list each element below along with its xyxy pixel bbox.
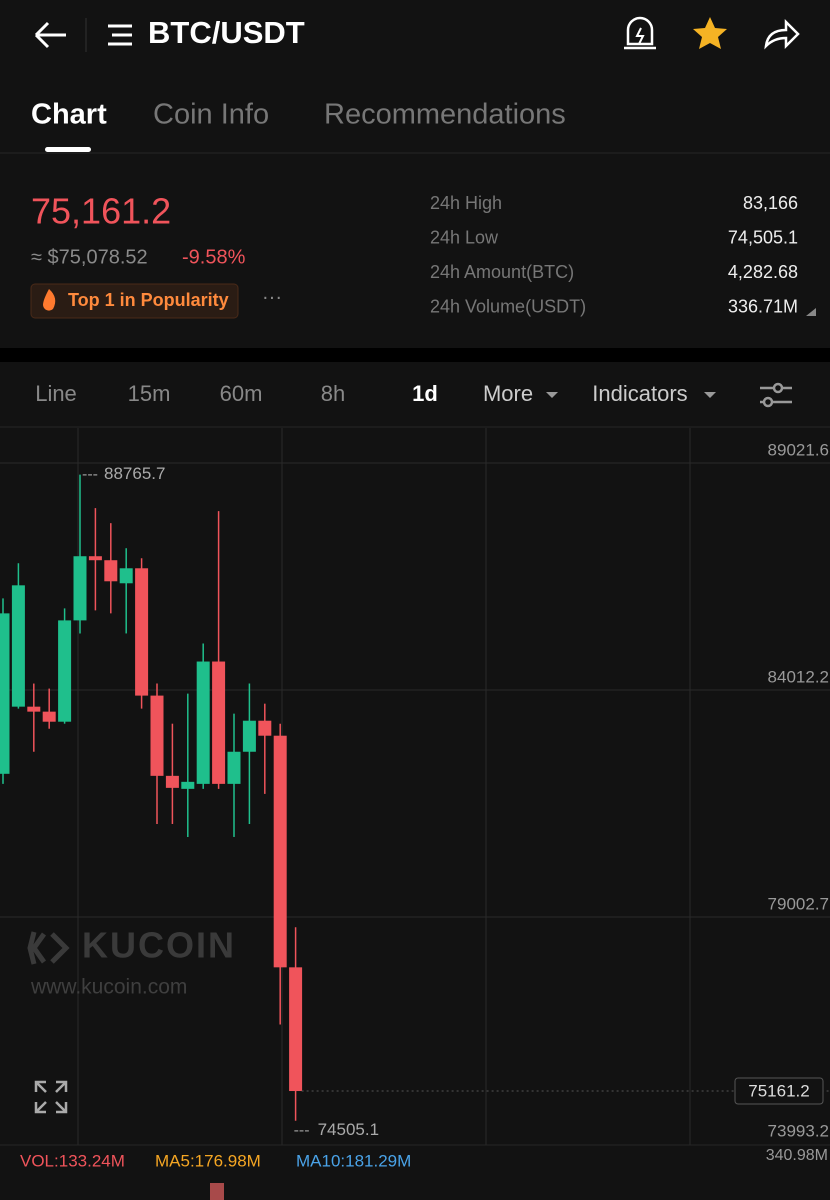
settings-icon[interactable]: [760, 382, 792, 408]
more-dots[interactable]: ···: [262, 286, 282, 308]
timeframe[interactable]: 1d: [412, 381, 438, 406]
tab[interactable]: Recommendations: [324, 99, 566, 131]
timeframe[interactable]: Indicators: [592, 381, 687, 406]
candle-body: [88, 556, 102, 561]
usd-price: ≈ $75,078.52: [31, 246, 148, 268]
candle-body: [165, 775, 179, 788]
candle-body: [289, 967, 303, 1092]
candle-body: [0, 613, 10, 774]
alert-icon[interactable]: [624, 16, 656, 50]
y-tick-label: 79002.7: [768, 894, 829, 913]
badge-text: Top 1 in Popularity: [68, 290, 229, 310]
price-change: -9.58%: [182, 246, 246, 268]
timeframe[interactable]: 60m: [220, 381, 263, 406]
stat-value: 4,282.68: [728, 262, 798, 282]
candle-body: [11, 585, 25, 707]
ma5-label: MA5:176.98M: [155, 1151, 261, 1170]
tab[interactable]: Coin Info: [153, 99, 269, 131]
y-tick-label: 73993.2: [768, 1121, 829, 1140]
last-price-tag: [734, 1077, 824, 1105]
low-annotation-dash: ---: [294, 1122, 310, 1139]
fullscreen-icon[interactable]: [34, 1080, 68, 1114]
candle-body: [73, 556, 87, 621]
candle-body: [227, 751, 241, 784]
stat-value: 74,505.1: [728, 227, 798, 247]
candle-body: [42, 711, 56, 722]
candle-body: [150, 695, 164, 776]
stat-label: 24h Volume(USDT): [430, 296, 586, 316]
tab[interactable]: Chart: [31, 99, 107, 131]
timeframe[interactable]: 8h: [321, 381, 345, 406]
stat-label: 24h Amount(BTC): [430, 262, 574, 282]
y-tick-label: 84012.2: [768, 667, 829, 686]
candle-body: [58, 620, 72, 722]
menu-icon[interactable]: [108, 24, 132, 46]
expand-triangle: [806, 308, 816, 316]
vol-label: VOL:133.24M: [20, 1151, 125, 1170]
stat-label: 24h Low: [430, 227, 499, 247]
high-annotation: 88765.7: [104, 464, 165, 483]
candle-body: [242, 720, 256, 752]
watermark-url: www.kucoin.com: [30, 976, 187, 999]
watermark-brand: KUCOIN: [82, 925, 236, 966]
candle-body: [181, 781, 195, 789]
vol-axis-label: 340.98M: [766, 1147, 828, 1164]
ma10-label: MA10:181.29M: [296, 1151, 411, 1170]
share-icon[interactable]: [764, 18, 800, 50]
candle-body: [273, 735, 287, 968]
timeframe[interactable]: Line: [35, 381, 77, 406]
favorite-star[interactable]: [693, 17, 727, 49]
dropdown-arrow: [546, 392, 558, 398]
candle-body: [135, 568, 149, 696]
pair-title: BTC/USDT: [148, 15, 305, 50]
back-button[interactable]: [34, 21, 66, 49]
fire-icon: [43, 289, 56, 311]
stat-label: 24h High: [430, 193, 502, 213]
candle-body: [27, 706, 41, 712]
high-annotation-dash: ---: [82, 466, 98, 483]
stat-value: 336.71M: [728, 296, 798, 316]
candle-body: [119, 568, 133, 584]
volume-bar: [210, 1183, 224, 1200]
candle-body: [104, 560, 118, 582]
timeframe[interactable]: 15m: [128, 381, 171, 406]
candle-body: [196, 661, 210, 784]
separator: [0, 348, 830, 362]
watermark-logo: [27, 931, 70, 965]
y-tick-label: 89021.6: [768, 440, 829, 459]
badge[interactable]: [30, 283, 239, 319]
tab-indicator: [45, 147, 91, 152]
last-price-label: 75161.2: [748, 1082, 809, 1101]
candle-body: [212, 661, 226, 784]
last-price: 75,161.2: [31, 191, 171, 232]
dropdown-arrow: [704, 392, 716, 398]
stat-value: 83,166: [743, 193, 798, 213]
candle-body: [258, 720, 272, 736]
low-annotation: 74505.1: [318, 1120, 379, 1139]
timeframe[interactable]: More: [483, 381, 533, 406]
